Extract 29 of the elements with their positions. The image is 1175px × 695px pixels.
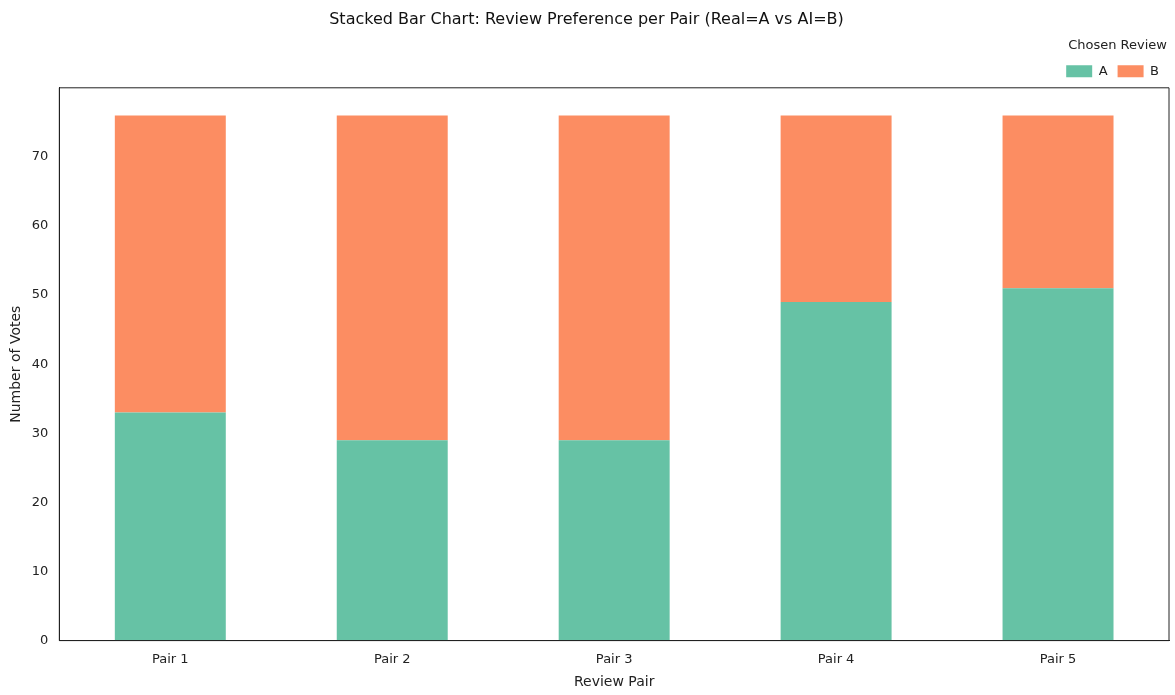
bar — [558, 440, 670, 641]
y-tick-label: 60 — [31, 217, 49, 233]
bar — [780, 115, 892, 303]
bar — [1002, 288, 1114, 641]
bar — [336, 115, 448, 441]
legend-label: A — [1098, 62, 1108, 78]
y-tick-label: 50 — [31, 286, 49, 302]
x-tick-label: Pair 2 — [373, 650, 411, 666]
y-tick-label: 70 — [31, 148, 49, 164]
y-tick-label: 20 — [31, 493, 49, 509]
y-tick-label: 40 — [31, 355, 49, 371]
bar — [114, 115, 226, 413]
bar — [1002, 115, 1114, 289]
bar — [114, 412, 226, 641]
bar — [558, 115, 670, 441]
bar — [780, 302, 892, 641]
x-tick-label: Pair 1 — [152, 650, 189, 666]
y-axis-title: Number of Votes — [7, 305, 24, 423]
legend-label: B — [1150, 62, 1159, 78]
y-tick-label: 30 — [31, 424, 49, 440]
x-tick-label: Pair 3 — [595, 650, 633, 666]
x-tick-label: Pair 4 — [817, 650, 855, 666]
y-tick-label: 0 — [40, 631, 49, 647]
x-axis-title: Review Pair — [573, 673, 655, 690]
chart-title: Stacked Bar Chart: Review Preference per Pair (Real=A vs AI=B) — [329, 8, 844, 28]
bar — [336, 440, 448, 641]
y-tick-label: 10 — [31, 562, 49, 578]
legend-title: Chosen Review — [1068, 37, 1168, 53]
x-tick-label: Pair 5 — [1039, 650, 1077, 666]
